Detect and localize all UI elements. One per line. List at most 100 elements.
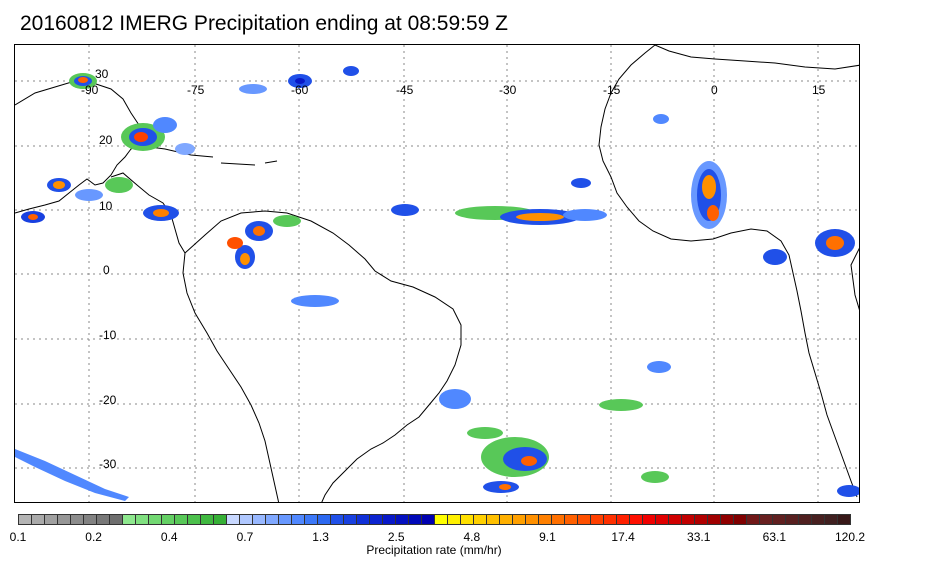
colorbar-swatch <box>304 514 318 525</box>
colorbar-swatch <box>83 514 97 525</box>
colorbar-swatch <box>421 514 435 525</box>
colorbar-label: Precipitation rate (mm/hr) <box>366 543 502 557</box>
coast-africa-north <box>654 45 859 70</box>
precip-clusters <box>15 66 859 501</box>
colorbar-swatch <box>356 514 370 525</box>
lat-label-20: 20 <box>99 133 113 147</box>
colorbar-swatch <box>18 514 32 525</box>
colorbar-swatch <box>629 514 643 525</box>
colorbar-swatch <box>733 514 747 525</box>
colorbar-swatch <box>382 514 396 525</box>
colorbar-swatch <box>395 514 409 525</box>
colorbar-swatch <box>720 514 734 525</box>
colorbar-swatch <box>590 514 604 525</box>
coast-central-america <box>110 172 186 254</box>
colorbar-tick-label: 0.4 <box>160 530 178 544</box>
lon-label-0: 0 <box>711 83 718 97</box>
colorbar-tick-label: 0.2 <box>85 530 102 544</box>
colorbar-swatch <box>161 514 175 525</box>
colorbar-swatch <box>226 514 240 525</box>
colorbar-swatch <box>239 514 253 525</box>
map-canvas <box>15 45 859 502</box>
coast-south-america-east <box>184 210 462 502</box>
colorbar-tick-label: 2.5 <box>387 530 405 544</box>
colorbar-swatch <box>668 514 682 525</box>
lat-label-10: 10 <box>99 199 113 213</box>
colorbar-swatch <box>681 514 695 525</box>
precipitation-map: 30 20 10 0 -10 -20 -30 -90 -75 -60 -45 -… <box>14 44 860 503</box>
lon-label-15: 15 <box>812 83 826 97</box>
colorbar-swatch <box>200 514 214 525</box>
lat-label-30: 30 <box>95 67 109 81</box>
colorbar-swatch <box>837 514 851 525</box>
lat-label-minus30: -30 <box>99 457 117 471</box>
colorbar-swatch <box>408 514 422 525</box>
colorbar-swatch <box>317 514 331 525</box>
colorbar-swatch <box>44 514 58 525</box>
colorbar-swatch <box>278 514 292 525</box>
lat-label-0: 0 <box>103 263 110 277</box>
colorbar-tick-label: 17.4 <box>611 530 635 544</box>
colorbar-swatch <box>759 514 773 525</box>
coast-africa-west <box>598 45 858 498</box>
colorbar-swatch <box>187 514 201 525</box>
colorbar-tick-label: 0.1 <box>9 530 27 544</box>
colorbar-swatch <box>148 514 162 525</box>
colorbar-swatch <box>122 514 136 525</box>
colorbar-swatch <box>603 514 617 525</box>
colorbar-swatch <box>564 514 578 525</box>
colorbar-swatch <box>811 514 825 525</box>
lon-label-minus15: -15 <box>603 83 621 97</box>
colorbar-swatch <box>265 514 279 525</box>
colorbar-tick-label: 1.3 <box>312 530 329 544</box>
colorbar-tick-label: 63.1 <box>762 530 787 544</box>
colorbar-swatch <box>447 514 461 525</box>
colorbar-swatch <box>96 514 110 525</box>
colorbar-tick-label: 9.1 <box>539 530 556 544</box>
colorbar-tick-label: 0.7 <box>236 530 254 544</box>
colorbar-swatch <box>57 514 71 525</box>
colorbar-swatch <box>798 514 812 525</box>
coast-africa-east <box>850 247 859 311</box>
colorbar-swatch <box>616 514 630 525</box>
colorbar-swatch <box>746 514 760 525</box>
colorbar-swatch <box>655 514 669 525</box>
colorbar-swatch <box>252 514 266 525</box>
colorbar-swatch <box>642 514 656 525</box>
colorbar-swatch <box>538 514 552 525</box>
colorbar-swatch <box>70 514 84 525</box>
lon-label-minus60: -60 <box>291 83 309 97</box>
lon-label-minus90: -90 <box>81 83 99 97</box>
colorbar-swatch <box>460 514 474 525</box>
colorbar-swatch <box>31 514 45 525</box>
lat-label-minus10: -10 <box>99 328 117 342</box>
colorbar-swatch <box>174 514 188 525</box>
colorbar-swatch <box>512 514 526 525</box>
colorbar-swatch <box>330 514 344 525</box>
colorbar-swatch <box>109 514 123 525</box>
colorbar-tick-label: 33.1 <box>687 530 711 544</box>
lon-label-minus30: -30 <box>499 83 517 97</box>
lat-label-minus20: -20 <box>99 393 117 407</box>
colorbar-swatch <box>213 514 227 525</box>
colorbar-tick-label: 120.2 <box>834 530 866 544</box>
colorbar-swatch <box>824 514 838 525</box>
colorbar-swatch <box>369 514 383 525</box>
colorbar-swatch <box>551 514 565 525</box>
colorbar-swatch <box>499 514 513 525</box>
colorbar-swatch <box>525 514 539 525</box>
colorbar-tick-label: 4.8 <box>463 530 481 544</box>
colorbar-swatch <box>434 514 448 525</box>
lon-label-minus45: -45 <box>396 83 414 97</box>
map-title: 20160812 IMERG Precipitation ending at 0… <box>20 12 508 35</box>
colorbar-swatch <box>577 514 591 525</box>
colorbar-swatch <box>135 514 149 525</box>
lon-label-minus75: -75 <box>187 83 205 97</box>
colorbar-swatch <box>707 514 721 525</box>
coast-south-america-west <box>182 252 280 502</box>
colorbar-swatch <box>291 514 305 525</box>
colorbar-swatch <box>473 514 487 525</box>
colorbar-swatch <box>694 514 708 525</box>
colorbar-swatch <box>486 514 500 525</box>
colorbar-swatch <box>785 514 799 525</box>
